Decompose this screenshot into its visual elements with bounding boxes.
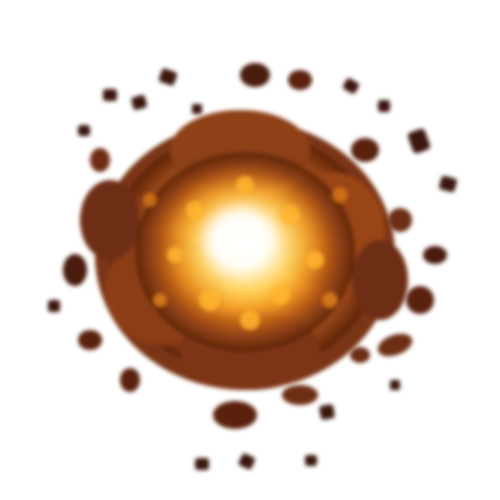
fire-speckles [143, 176, 348, 330]
debris-particles [48, 63, 457, 470]
